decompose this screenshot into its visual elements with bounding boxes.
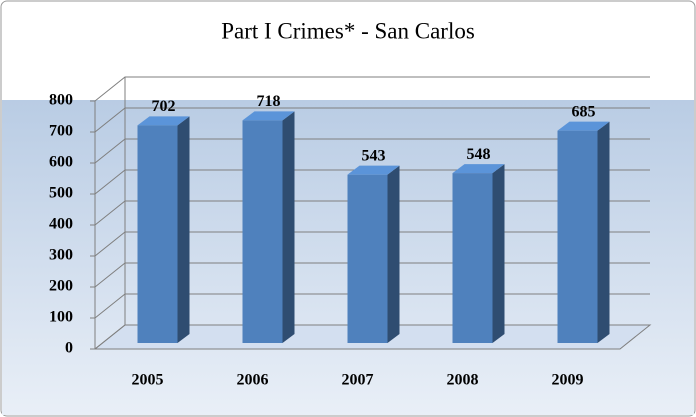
- y-tick-label: 600: [49, 154, 73, 171]
- bar-side: [387, 165, 400, 343]
- data-label: 685: [572, 103, 596, 120]
- y-tick-label: 0: [65, 340, 73, 357]
- grid-line: [94, 107, 650, 133]
- chart-title: Part I Crimes* - San Carlos: [221, 18, 475, 43]
- bar-top: [137, 116, 190, 126]
- x-tick-label: 2005: [132, 372, 164, 389]
- y-tick-label: 500: [49, 185, 73, 202]
- bar-top: [452, 164, 505, 174]
- bar-side: [597, 121, 610, 344]
- y-tick-label: 200: [49, 278, 73, 295]
- x-tick-label: 2007: [342, 372, 374, 389]
- bar-top: [557, 121, 610, 131]
- data-label: 548: [467, 146, 491, 163]
- bar: [242, 120, 283, 343]
- y-tick-label: 400: [49, 216, 73, 233]
- y-tick-label: 800: [49, 92, 73, 109]
- bar-top: [242, 111, 295, 121]
- y-tick-label: 100: [49, 309, 73, 326]
- data-label: 718: [257, 93, 281, 110]
- y-tick-label: 700: [49, 123, 73, 140]
- y-tick-label: 300: [49, 247, 73, 264]
- grid-line: [94, 138, 650, 164]
- bar-side: [177, 116, 190, 343]
- data-label: 702: [152, 98, 176, 115]
- x-tick-label: 2008: [447, 372, 479, 389]
- bar-side: [492, 164, 505, 343]
- bar: [452, 173, 493, 343]
- bar: [137, 125, 178, 343]
- grid-line: [94, 76, 650, 102]
- bar-top: [347, 165, 400, 175]
- x-tick-label: 2006: [237, 372, 269, 389]
- data-label: 543: [362, 147, 386, 164]
- bar: [347, 174, 388, 343]
- bar-side: [282, 111, 295, 343]
- bar: [557, 130, 598, 343]
- x-tick-label: 2009: [552, 372, 584, 389]
